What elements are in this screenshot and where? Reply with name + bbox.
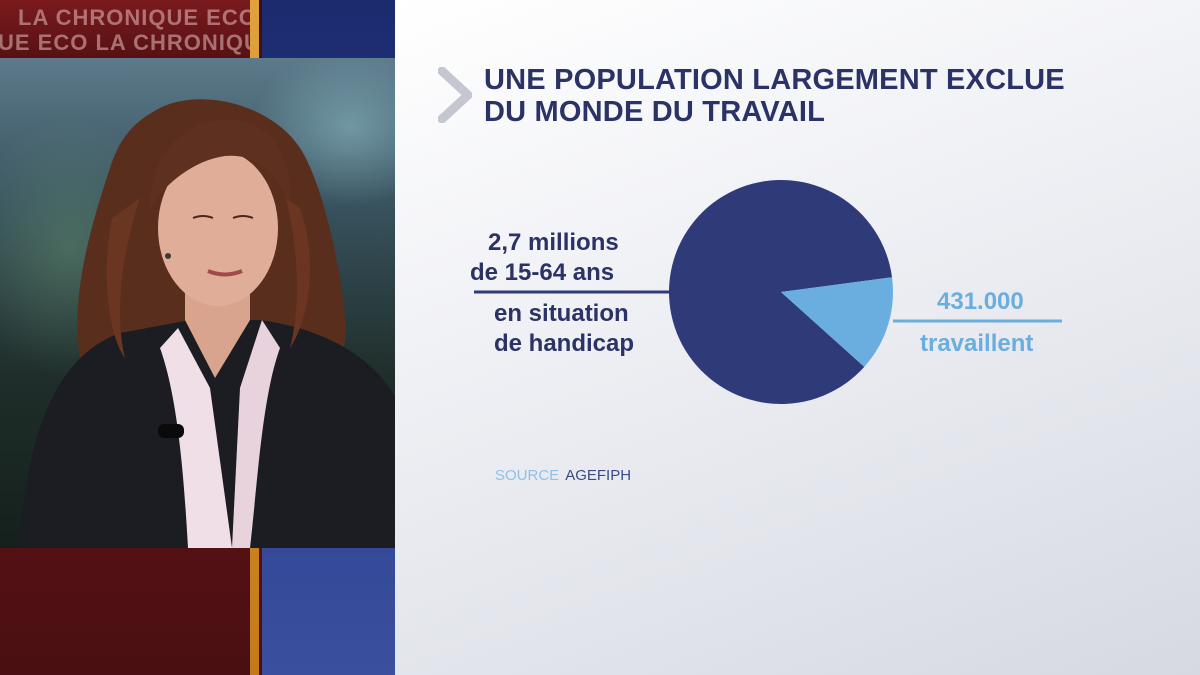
source-label: SOURCE (495, 467, 560, 484)
source-value: AGEFIPH (565, 467, 632, 484)
ticker-line-2: UE ECO LA CHRONIQU (0, 30, 250, 55)
chart-title-line-2: DU MONDE DU TRAVAIL (484, 96, 826, 128)
presenter-video (0, 58, 422, 548)
main-slice-label-line-4: de handicap (494, 330, 635, 357)
highlight-slice-label-line-1: 431.000 (937, 288, 1024, 315)
highlight-slice-label-line-2: travaillent (920, 330, 1034, 357)
ticker-line-1: LA CHRONIQUE ECO (18, 5, 250, 30)
chevron-right-icon (438, 67, 472, 123)
source-credit: SOURCE AGEFIPH (495, 467, 631, 484)
pie-slice-highlight (781, 277, 894, 367)
main-slice-label-line-2: de 15-64 ans (470, 259, 615, 286)
program-ticker: LA CHRONIQUE ECO UE ECO LA CHRONIQU (0, 0, 250, 58)
main-slice-label-line-3: en situation (494, 300, 629, 327)
presenter-figure (20, 99, 420, 548)
chart-title-line-1: UNE POPULATION LARGEMENT EXCLUE (484, 64, 1065, 96)
main-slice-label-line-1: 2,7 millions (488, 229, 619, 256)
pie-slice-main (669, 179, 893, 404)
